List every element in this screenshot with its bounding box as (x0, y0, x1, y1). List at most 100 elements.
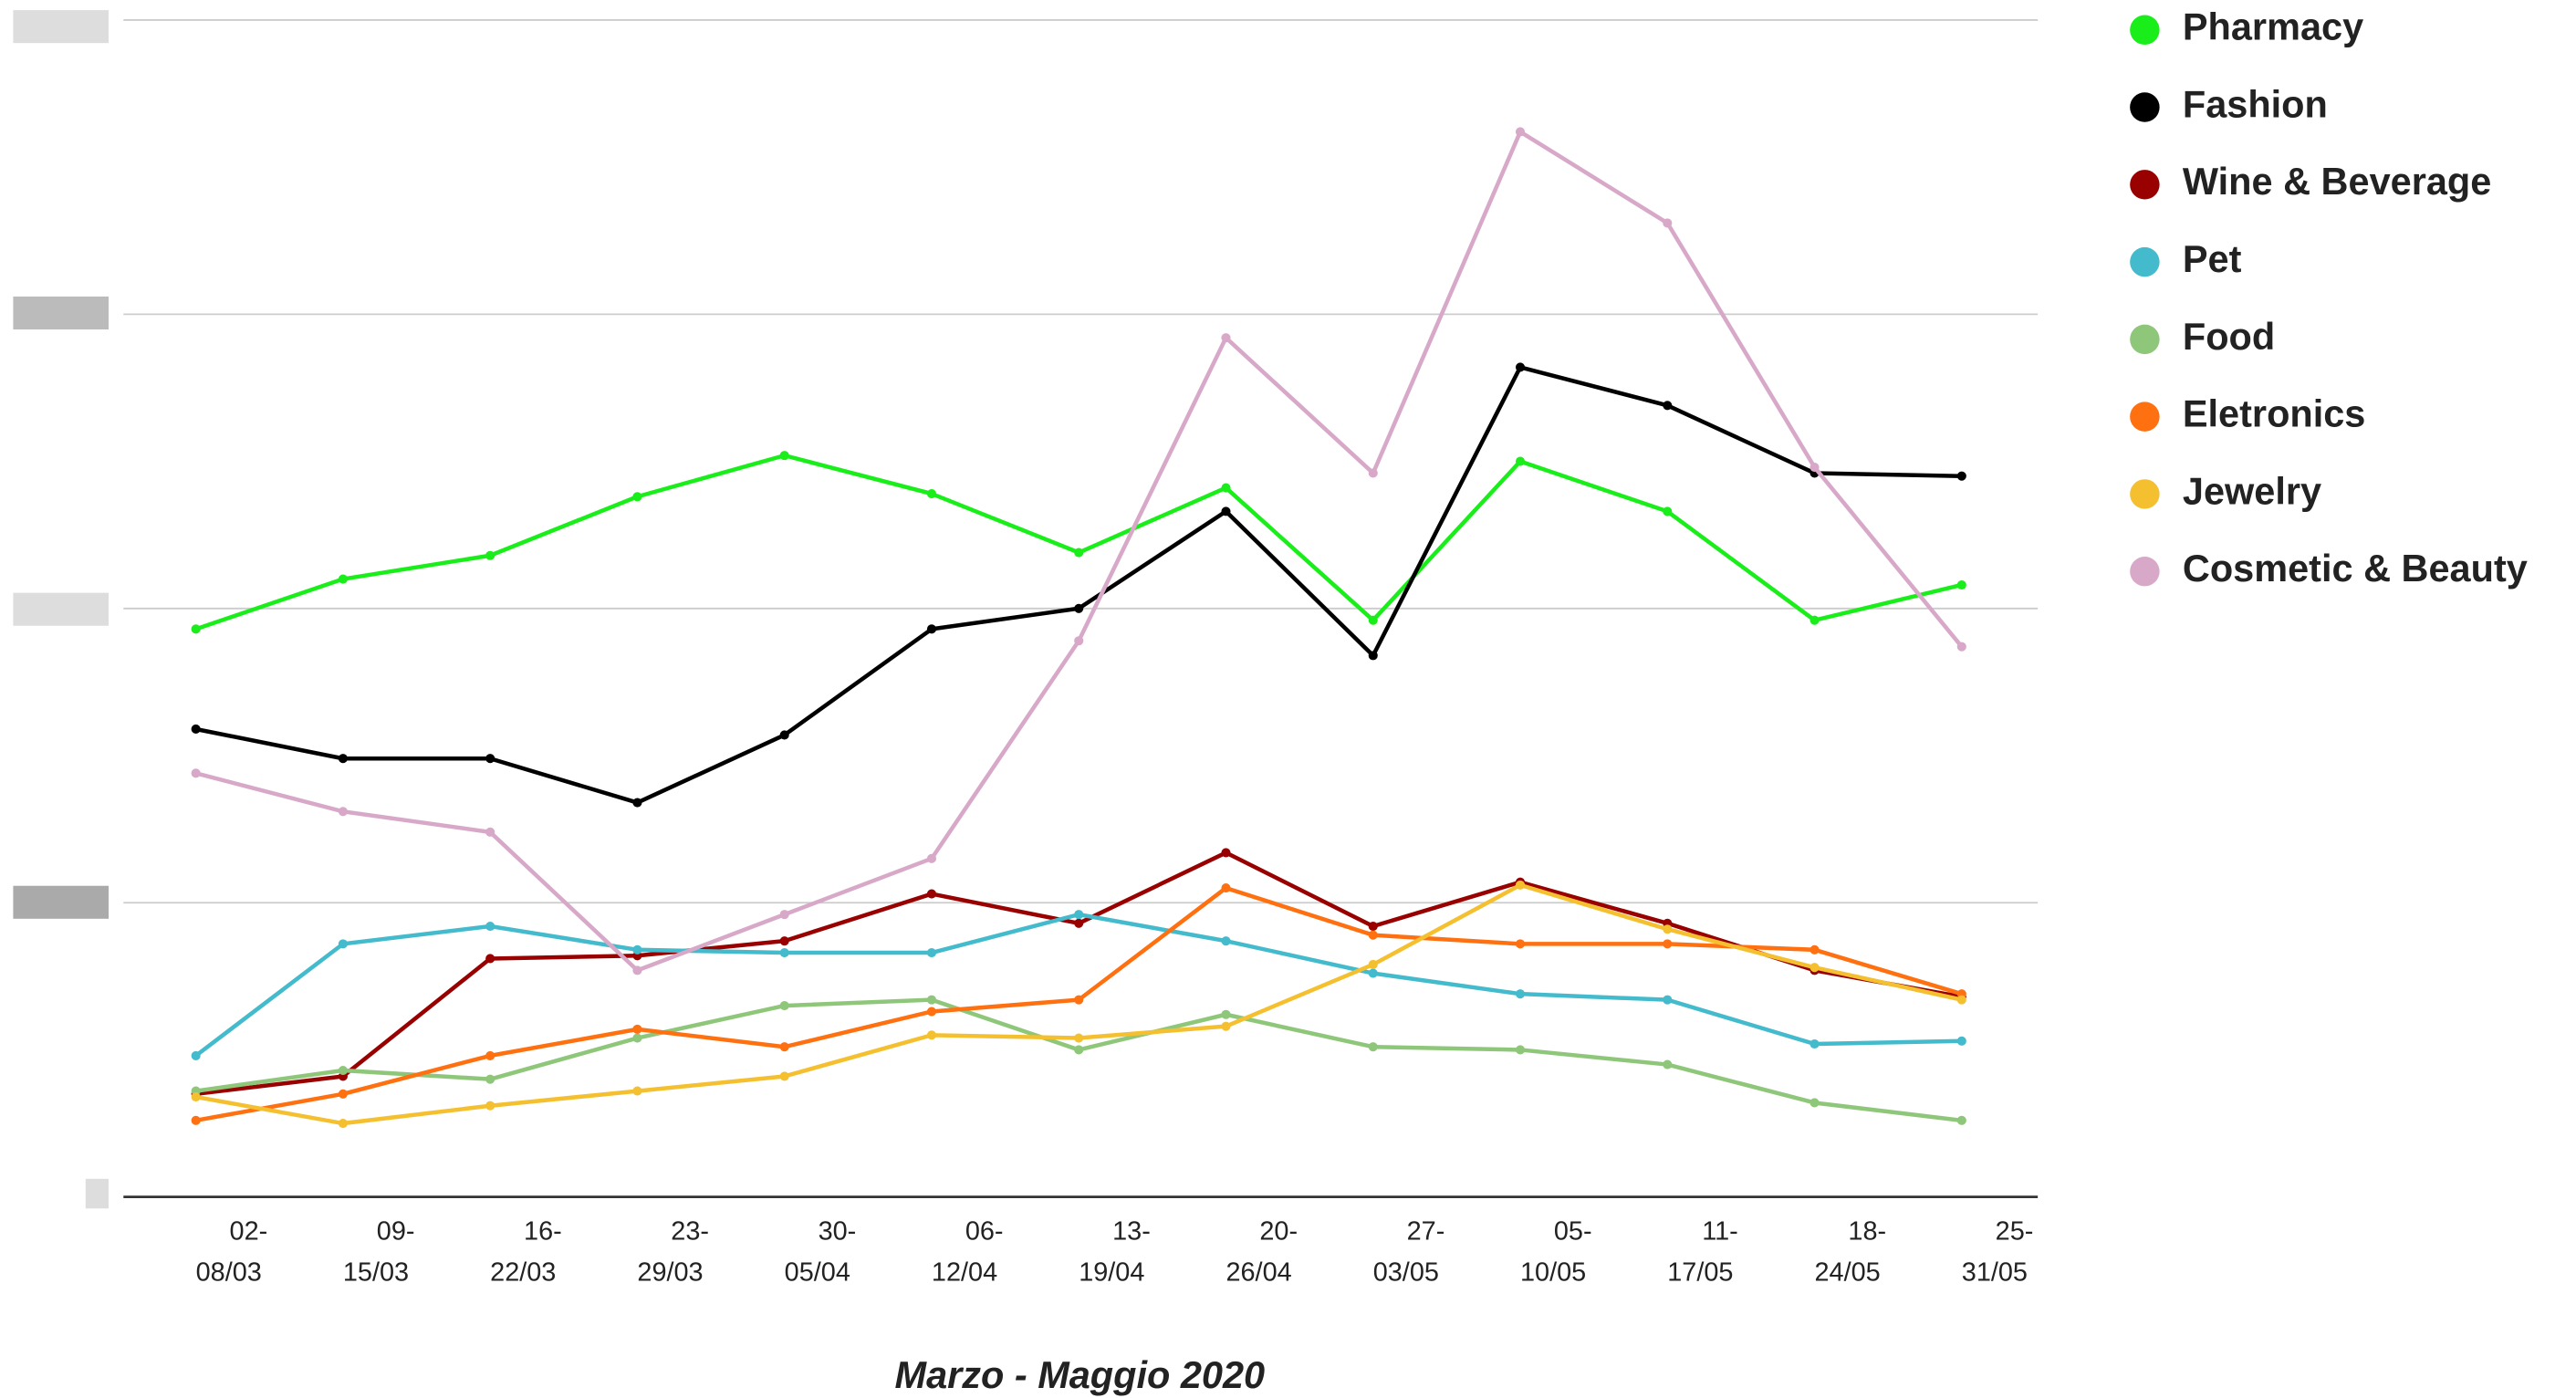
data-point (338, 807, 348, 817)
data-point (1515, 939, 1526, 949)
data-point (1074, 603, 1084, 613)
data-point (779, 910, 789, 920)
data-point (1221, 883, 1231, 893)
data-point (191, 724, 201, 735)
x-tick-label: 22/03 (490, 1258, 556, 1288)
data-point (191, 1091, 201, 1102)
data-point (1221, 936, 1231, 946)
data-point (1074, 548, 1084, 558)
data-point (632, 798, 642, 808)
data-point (1074, 918, 1084, 928)
x-tick-label: 05- (1554, 1217, 1592, 1247)
data-point (338, 1119, 348, 1129)
data-point (1809, 615, 1820, 625)
legend-label: Fashion (2183, 82, 2328, 125)
x-tick-label: 20- (1259, 1217, 1298, 1247)
data-point (1074, 1033, 1084, 1043)
data-point (338, 754, 348, 764)
data-point (485, 550, 495, 560)
data-point (1515, 1045, 1526, 1055)
data-point (1221, 483, 1231, 493)
data-point (1956, 995, 1966, 1005)
x-tick-label: 29/03 (637, 1258, 703, 1288)
data-point (1515, 880, 1526, 890)
data-point (632, 1086, 642, 1096)
legend-marker (2130, 402, 2160, 432)
x-tick-label: 27- (1407, 1217, 1445, 1247)
data-point (632, 965, 642, 975)
data-point (485, 954, 495, 964)
legend-marker (2130, 170, 2160, 200)
data-point (1809, 462, 1820, 473)
legend-label: Eletronics (2183, 392, 2365, 435)
data-point (1368, 959, 1378, 969)
data-point (338, 939, 348, 949)
data-point (1515, 362, 1526, 372)
data-point (191, 624, 201, 634)
data-point (1809, 944, 1820, 955)
data-point (1368, 930, 1378, 940)
data-point (485, 827, 495, 837)
x-tick-label: 12/04 (932, 1258, 997, 1288)
data-point (1809, 1098, 1820, 1108)
x-tick-label: 26/04 (1225, 1258, 1291, 1288)
data-point (1074, 995, 1084, 1005)
data-point (338, 1089, 348, 1099)
data-point (926, 624, 937, 634)
x-tick-label: 03/05 (1373, 1258, 1439, 1288)
x-tick-label: 19/04 (1079, 1258, 1144, 1288)
blurred-label (13, 885, 110, 919)
data-point (1074, 636, 1084, 646)
data-point (1663, 995, 1673, 1005)
data-point (1368, 1042, 1378, 1052)
data-point (632, 492, 642, 502)
x-axis-label: Marzo - Maggio 2020 (895, 1353, 1266, 1396)
data-point (1221, 1021, 1231, 1031)
data-point (338, 574, 348, 584)
data-point (1221, 1009, 1231, 1019)
series-line (195, 850, 1963, 1097)
data-point (779, 1071, 789, 1081)
x-tick-label: 06- (965, 1217, 1004, 1247)
legend-label: Food (2183, 315, 2275, 358)
data-point (1956, 471, 1966, 481)
x-tick-label: 23- (671, 1217, 709, 1247)
series-line (194, 453, 1963, 631)
data-point (779, 730, 789, 740)
x-tick-label: 09- (377, 1217, 415, 1247)
data-point (1663, 939, 1673, 949)
data-point (485, 1074, 495, 1084)
x-tick-label: 13- (1112, 1217, 1151, 1247)
data-point (1515, 127, 1526, 137)
data-point (779, 936, 789, 946)
data-point (1368, 968, 1378, 978)
data-point (926, 1007, 937, 1017)
data-point (1515, 989, 1526, 999)
x-tick-label: 24/05 (1815, 1258, 1881, 1288)
data-point (1663, 924, 1673, 934)
data-point (1221, 848, 1231, 858)
legend-marker (2130, 92, 2160, 122)
legend-marker (2130, 324, 2160, 355)
blurred-label (13, 10, 110, 44)
data-point (1809, 963, 1820, 973)
x-tick-label: 10/05 (1520, 1258, 1586, 1288)
legend-marker (2130, 15, 2160, 45)
x-tick-label: 02- (230, 1217, 268, 1247)
blurred-label (13, 592, 110, 626)
x-tick-label: 25- (1996, 1217, 2034, 1247)
data-point (485, 1050, 495, 1060)
data-point (1956, 579, 1966, 590)
legend-marker (2130, 556, 2160, 587)
data-point (779, 451, 789, 461)
data-point (779, 947, 789, 958)
x-tick-label: 16- (524, 1217, 562, 1247)
legend-label: Pharmacy (2183, 5, 2363, 48)
x-tick-label: 18- (1848, 1217, 1886, 1247)
data-point (926, 1030, 937, 1040)
data-point (191, 1115, 201, 1125)
data-point (1368, 921, 1378, 932)
x-tick-label: 11- (1702, 1217, 1738, 1247)
data-point (1663, 218, 1673, 228)
